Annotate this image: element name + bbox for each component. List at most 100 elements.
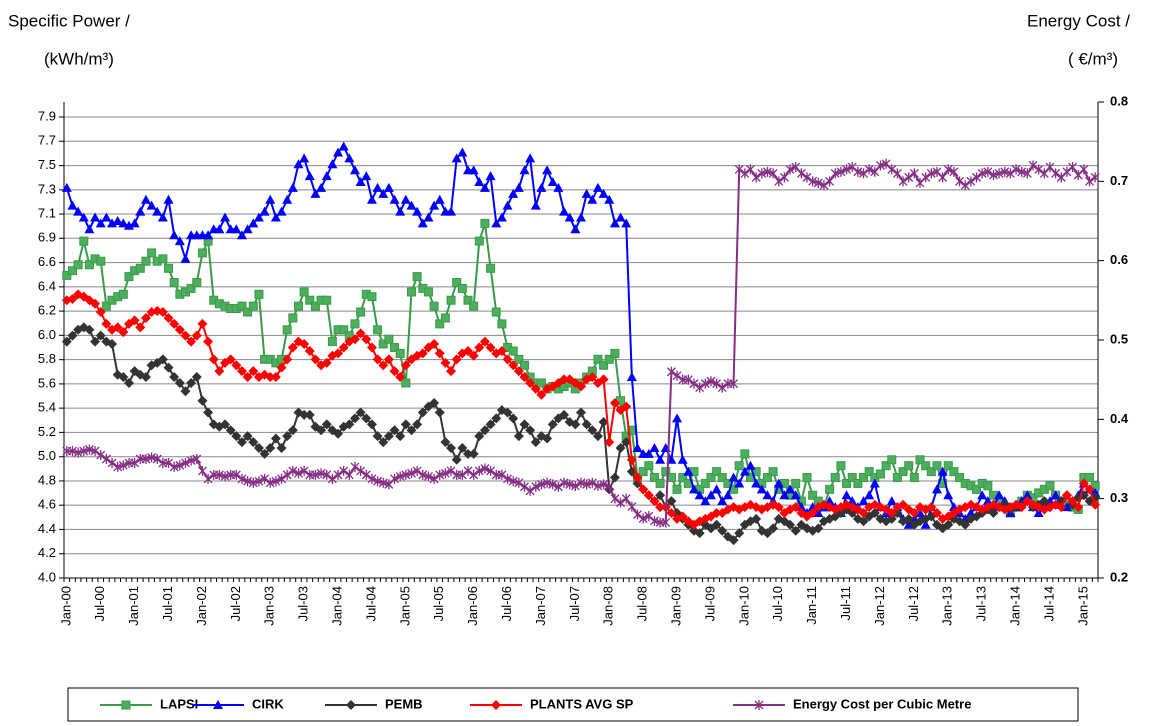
marker bbox=[288, 465, 298, 476]
marker bbox=[694, 528, 705, 539]
marker bbox=[751, 478, 762, 488]
marker bbox=[525, 153, 536, 163]
marker bbox=[406, 287, 416, 297]
marker bbox=[163, 362, 174, 373]
marker bbox=[367, 292, 377, 302]
marker bbox=[734, 164, 744, 175]
marker bbox=[333, 469, 343, 480]
marker bbox=[576, 381, 586, 392]
marker bbox=[485, 419, 496, 430]
marker bbox=[220, 471, 230, 482]
y-tick-label: 7.5 bbox=[38, 157, 56, 172]
marker bbox=[598, 416, 609, 427]
marker bbox=[609, 218, 620, 228]
y2-tick-label: 0.7 bbox=[1110, 173, 1128, 188]
marker bbox=[672, 370, 682, 381]
marker bbox=[135, 322, 146, 333]
y-tick-label: 4.2 bbox=[38, 545, 56, 560]
marker bbox=[638, 484, 649, 495]
marker bbox=[174, 377, 185, 388]
marker bbox=[1022, 490, 1033, 500]
marker bbox=[762, 166, 772, 177]
marker bbox=[994, 490, 1005, 500]
x-tick-label: Jul-02 bbox=[228, 586, 243, 621]
marker bbox=[157, 212, 168, 222]
marker bbox=[972, 484, 982, 494]
marker bbox=[700, 478, 710, 488]
marker bbox=[864, 164, 874, 175]
marker bbox=[463, 465, 473, 476]
marker bbox=[316, 468, 326, 479]
marker bbox=[349, 334, 360, 345]
marker bbox=[547, 419, 558, 430]
marker bbox=[90, 212, 101, 222]
marker bbox=[762, 528, 773, 539]
marker bbox=[581, 419, 592, 430]
marker bbox=[689, 484, 700, 494]
marker bbox=[525, 425, 536, 436]
marker bbox=[203, 336, 214, 347]
marker bbox=[666, 496, 677, 507]
marker bbox=[237, 301, 247, 311]
marker bbox=[282, 469, 292, 480]
marker bbox=[887, 164, 897, 175]
marker bbox=[169, 461, 179, 472]
marker bbox=[813, 177, 823, 188]
marker bbox=[643, 490, 654, 501]
marker bbox=[632, 442, 643, 452]
marker bbox=[293, 159, 304, 169]
marker bbox=[446, 366, 457, 377]
marker bbox=[1084, 484, 1095, 495]
marker bbox=[208, 354, 219, 365]
marker bbox=[508, 413, 519, 424]
marker bbox=[400, 194, 411, 204]
marker bbox=[248, 218, 259, 228]
marker bbox=[740, 449, 750, 459]
marker bbox=[242, 431, 253, 442]
marker bbox=[892, 473, 902, 483]
marker bbox=[361, 413, 372, 424]
marker bbox=[468, 448, 479, 459]
marker bbox=[977, 490, 988, 500]
marker bbox=[864, 490, 875, 500]
marker bbox=[417, 407, 428, 418]
marker bbox=[356, 465, 366, 476]
legend-label: Energy Cost per Cubic Metre bbox=[793, 696, 971, 711]
marker bbox=[519, 372, 530, 383]
marker bbox=[462, 346, 473, 357]
marker bbox=[609, 472, 620, 483]
x-tick-label: Jul-12 bbox=[906, 586, 921, 621]
x-tick-label: Jan-09 bbox=[668, 586, 683, 626]
legend-marker bbox=[754, 700, 764, 710]
marker bbox=[717, 382, 727, 393]
marker bbox=[610, 493, 620, 504]
marker bbox=[429, 473, 439, 484]
marker bbox=[876, 160, 885, 171]
legend-label: CIRK bbox=[252, 696, 284, 711]
marker bbox=[904, 172, 914, 183]
marker bbox=[180, 386, 191, 397]
marker bbox=[565, 479, 575, 490]
marker bbox=[260, 473, 270, 484]
marker bbox=[123, 377, 134, 388]
marker bbox=[683, 466, 694, 476]
marker bbox=[491, 413, 502, 424]
marker bbox=[366, 342, 377, 353]
marker bbox=[1078, 478, 1089, 489]
marker bbox=[1016, 502, 1027, 513]
x-tick-label: Jan-03 bbox=[262, 586, 277, 626]
marker bbox=[338, 141, 349, 151]
marker bbox=[395, 348, 405, 358]
marker bbox=[847, 473, 857, 483]
marker bbox=[825, 484, 835, 494]
marker bbox=[1028, 160, 1038, 171]
marker bbox=[502, 407, 513, 418]
marker bbox=[406, 200, 417, 210]
marker bbox=[937, 466, 948, 476]
marker bbox=[474, 177, 485, 187]
marker bbox=[417, 348, 428, 359]
marker bbox=[530, 383, 541, 394]
marker bbox=[779, 490, 790, 500]
marker bbox=[333, 428, 344, 439]
marker bbox=[67, 294, 78, 305]
